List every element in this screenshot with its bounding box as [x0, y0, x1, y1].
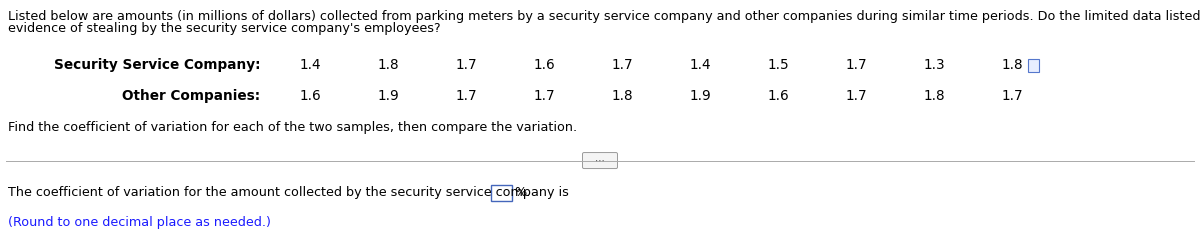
Text: ⋯: ⋯: [595, 156, 605, 165]
Text: Find the coefficient of variation for each of the two samples, then compare the : Find the coefficient of variation for ea…: [8, 121, 577, 134]
Text: 1.6: 1.6: [533, 59, 554, 72]
Text: (Round to one decimal place as needed.): (Round to one decimal place as needed.): [8, 216, 271, 229]
Text: 1.7: 1.7: [455, 59, 476, 72]
Text: 1.8: 1.8: [923, 89, 944, 103]
Text: 1.5: 1.5: [767, 59, 788, 72]
Text: Other Companies:: Other Companies:: [122, 89, 260, 103]
Text: 1.9: 1.9: [377, 89, 398, 103]
FancyBboxPatch shape: [491, 185, 512, 201]
Text: 1.6: 1.6: [299, 89, 320, 103]
Text: 1.8: 1.8: [377, 59, 398, 72]
Text: 1.6: 1.6: [767, 89, 788, 103]
Text: 1.7: 1.7: [455, 89, 476, 103]
FancyBboxPatch shape: [582, 153, 618, 168]
Text: 1.7: 1.7: [533, 89, 554, 103]
Text: 1.7: 1.7: [845, 59, 866, 72]
Text: Listed below are amounts (in millions of dollars) collected from parking meters : Listed below are amounts (in millions of…: [8, 10, 1200, 23]
Text: %.: %.: [514, 186, 530, 199]
Text: 1.8: 1.8: [1001, 59, 1022, 72]
FancyBboxPatch shape: [1028, 60, 1039, 72]
Text: 1.7: 1.7: [1001, 89, 1022, 103]
Text: evidence of stealing by the security service company's employees?: evidence of stealing by the security ser…: [8, 22, 440, 35]
Text: The coefficient of variation for the amount collected by the security service co: The coefficient of variation for the amo…: [8, 186, 569, 199]
Text: 1.4: 1.4: [299, 59, 320, 72]
Text: 1.3: 1.3: [923, 59, 944, 72]
Text: 1.9: 1.9: [689, 89, 710, 103]
Text: Security Service Company:: Security Service Company:: [54, 59, 260, 72]
Text: 1.7: 1.7: [845, 89, 866, 103]
Text: 1.4: 1.4: [689, 59, 710, 72]
Text: 1.7: 1.7: [611, 59, 632, 72]
Text: 1.8: 1.8: [611, 89, 632, 103]
